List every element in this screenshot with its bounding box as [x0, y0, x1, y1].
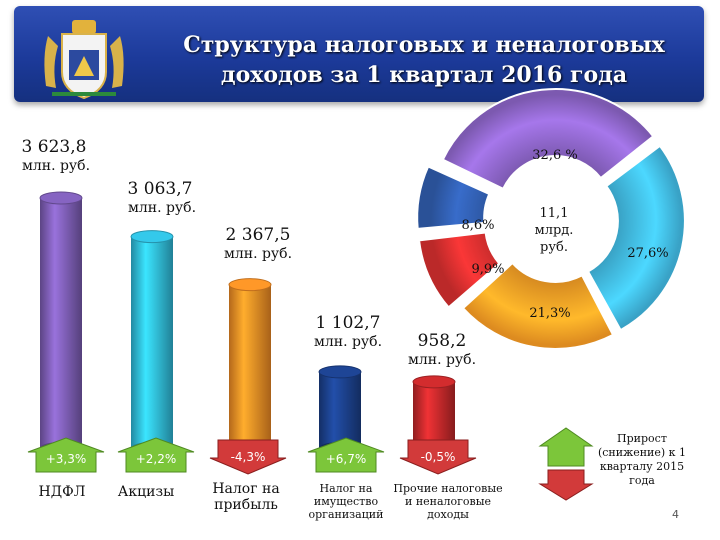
- donut-center-label: 11,1 млрд. руб.: [534, 206, 574, 255]
- page-title: Структура налоговых и неналоговых доходо…: [154, 30, 694, 90]
- donut-slice-label: 8,6%: [461, 218, 495, 233]
- bar-change-label: -4,3%: [230, 450, 266, 464]
- category-label: Прочие налоговые и неналоговые доходы: [393, 482, 503, 521]
- donut-slice: [586, 144, 686, 332]
- increase-arrow: [307, 437, 385, 473]
- donut-slice: [416, 165, 491, 231]
- donut-slice-label: 32,6 %: [532, 148, 578, 163]
- header-banner: Структура налоговых и неналоговых доходо…: [14, 6, 704, 102]
- change-legend-text: Прирост (снижение) к 1 кварталу 2015 год…: [597, 432, 687, 487]
- page-number: 4: [672, 508, 679, 521]
- bar-unit-label: млн. руб.: [313, 334, 383, 350]
- legend-decrease-arrow: [538, 469, 594, 501]
- category-label: Акцизы: [117, 484, 175, 500]
- bar-change-label: +2,2%: [135, 452, 177, 466]
- bar-value-label: 2 367,5: [225, 225, 291, 245]
- donut-slice-label: 9,9%: [471, 262, 505, 277]
- bar-value-label: 958,2: [417, 331, 467, 351]
- decrease-arrow: [209, 439, 287, 475]
- category-label: НДФЛ: [38, 484, 86, 500]
- decrease-arrow: [399, 439, 477, 475]
- bar-top: [318, 365, 362, 379]
- title-line-1: Структура налоговых и неналоговых: [183, 32, 665, 58]
- bar-unit-label: млн. руб.: [223, 246, 293, 262]
- bar-top: [39, 191, 83, 205]
- bar-change-label: +3,3%: [45, 452, 87, 466]
- increase-arrow: [117, 437, 195, 473]
- bar-unit-label: млн. руб.: [127, 200, 197, 216]
- bar-top: [130, 230, 174, 244]
- coat-of-arms-icon: [44, 20, 124, 100]
- legend-increase-arrow: [538, 427, 594, 467]
- donut-slice: [441, 88, 655, 191]
- bar-value-label: 3 063,7: [127, 179, 193, 199]
- bar: [131, 236, 173, 448]
- bar: [319, 371, 361, 448]
- bar-unit-label: млн. руб.: [407, 352, 477, 368]
- bar-change-label: -0,5%: [420, 450, 456, 464]
- title-line-2: доходов за 1 квартал 2016 года: [220, 62, 628, 88]
- donut-slice: [417, 231, 501, 309]
- bar-value-label: 3 623,8: [21, 137, 87, 157]
- bar-top: [412, 375, 456, 389]
- bar-top: [228, 278, 272, 292]
- bar-change-label: +6,7%: [325, 452, 367, 466]
- bar: [229, 284, 271, 448]
- donut-slice: [461, 261, 615, 350]
- bar-unit-label: млн. руб.: [21, 158, 91, 174]
- bar: [40, 198, 82, 448]
- bar: [413, 381, 455, 448]
- increase-arrow: [27, 437, 105, 473]
- category-label: Налог на прибыль: [212, 481, 280, 513]
- donut-slice-label: 27,6%: [627, 246, 669, 261]
- donut-slice-label: 21,3%: [529, 306, 571, 321]
- category-label: Налог на имущество организаций: [308, 482, 384, 521]
- bar-value-label: 1 102,7: [315, 313, 381, 333]
